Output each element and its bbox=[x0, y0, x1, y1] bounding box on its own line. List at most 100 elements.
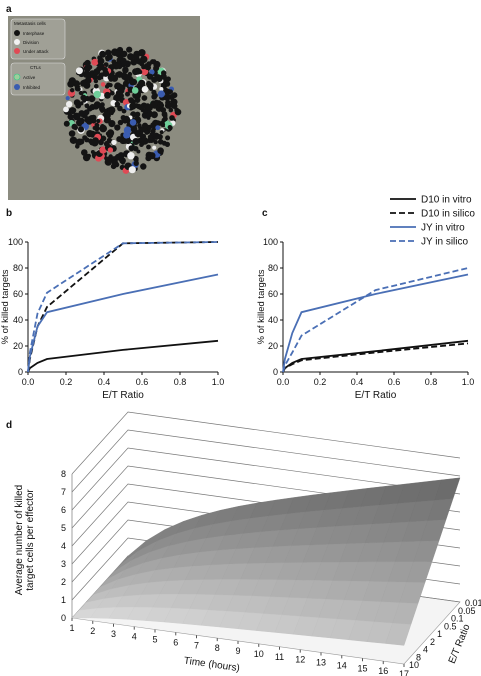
y-tick-label: 100 bbox=[8, 237, 23, 247]
y-tick-label: 0 bbox=[18, 367, 23, 377]
x-tick-label: 5 bbox=[152, 635, 157, 645]
cell bbox=[99, 124, 107, 133]
cell bbox=[129, 119, 137, 126]
cell bbox=[171, 92, 178, 99]
cell bbox=[110, 90, 115, 96]
cell bbox=[88, 138, 94, 144]
legend-title: CTLs bbox=[30, 65, 42, 70]
z-axis-label: target cells per effector bbox=[25, 489, 36, 591]
y-tick-label: 0 bbox=[273, 367, 278, 377]
cell bbox=[160, 107, 167, 113]
cell bbox=[81, 149, 88, 156]
legend-label: JY in silico bbox=[421, 237, 468, 248]
cell bbox=[111, 159, 119, 167]
z-tick-label: 1 bbox=[61, 595, 66, 605]
cell bbox=[100, 102, 105, 108]
cell bbox=[147, 134, 152, 139]
y-tick-label: 2 bbox=[430, 637, 435, 647]
x-axis-label: E/T Ratio bbox=[355, 390, 397, 401]
cell bbox=[90, 114, 97, 121]
cell bbox=[168, 107, 174, 113]
cell bbox=[122, 115, 131, 123]
x-tick-label: 2 bbox=[90, 626, 95, 636]
cell bbox=[128, 97, 135, 104]
cell bbox=[145, 155, 152, 162]
cell bbox=[127, 152, 135, 160]
legend-box bbox=[10, 62, 66, 96]
cell bbox=[71, 107, 77, 113]
cell bbox=[153, 60, 161, 69]
x-tick-label: 1 bbox=[69, 623, 74, 633]
cell bbox=[168, 89, 173, 94]
cell bbox=[157, 147, 164, 154]
cell bbox=[94, 83, 99, 89]
cell bbox=[137, 69, 143, 75]
cell bbox=[97, 57, 105, 65]
cell bbox=[65, 96, 70, 101]
cell bbox=[134, 97, 141, 103]
cell bbox=[86, 130, 94, 138]
x-tick-label: 0.8 bbox=[174, 377, 187, 387]
x-tick-label: 0.6 bbox=[136, 377, 149, 387]
cell bbox=[84, 59, 91, 67]
cell bbox=[99, 146, 107, 154]
x-axis-label: E/T Ratio bbox=[102, 390, 144, 401]
x-tick-label: 16 bbox=[378, 666, 388, 676]
z-tick-label: 5 bbox=[61, 523, 66, 533]
z-tick-label: 8 bbox=[61, 469, 66, 479]
cell bbox=[134, 111, 141, 118]
cell bbox=[142, 108, 148, 114]
cell bbox=[133, 155, 139, 162]
panel-label: c bbox=[262, 208, 268, 219]
cell bbox=[155, 125, 161, 131]
legend-dot bbox=[13, 73, 21, 81]
legend-text: Active bbox=[23, 75, 36, 80]
cell bbox=[63, 106, 69, 113]
panel-label: b bbox=[6, 208, 12, 219]
cell bbox=[119, 157, 126, 164]
x-tick-label: 4 bbox=[132, 632, 137, 642]
cell bbox=[131, 87, 139, 94]
series-line bbox=[282, 267, 469, 373]
legend-text: Under attack bbox=[23, 49, 49, 54]
y-tick-label: 4 bbox=[423, 645, 428, 655]
x-tick-label: 0.8 bbox=[425, 377, 438, 387]
cell bbox=[164, 102, 172, 109]
cell bbox=[86, 153, 91, 158]
x-tick-label: 9 bbox=[235, 646, 240, 656]
panel-label: a bbox=[6, 4, 12, 15]
cell bbox=[107, 53, 112, 58]
cell bbox=[96, 118, 101, 124]
cell bbox=[127, 71, 133, 77]
y-tick-label: 0.05 bbox=[458, 606, 476, 616]
cell bbox=[75, 86, 81, 92]
legend-dot bbox=[14, 39, 20, 45]
cell bbox=[152, 145, 157, 150]
cell bbox=[66, 101, 73, 108]
z-tick-label: 6 bbox=[61, 505, 66, 515]
cell bbox=[140, 127, 146, 133]
y-tick-label: 40 bbox=[268, 315, 278, 325]
cell bbox=[67, 113, 74, 120]
y-tick-label: 100 bbox=[263, 237, 278, 247]
x-tick-label: 12 bbox=[295, 655, 305, 665]
cell bbox=[156, 75, 163, 82]
cell bbox=[159, 101, 164, 106]
cell bbox=[102, 66, 108, 73]
cell bbox=[120, 50, 128, 58]
cell bbox=[72, 112, 81, 121]
cell bbox=[108, 83, 113, 88]
z-tick-label: 7 bbox=[61, 487, 66, 497]
cell bbox=[93, 78, 99, 84]
cell bbox=[75, 144, 80, 149]
cell bbox=[141, 86, 149, 93]
cell bbox=[108, 120, 116, 128]
y-axis-label: % of killed targets bbox=[0, 269, 11, 344]
cell bbox=[111, 49, 117, 54]
cell bbox=[147, 73, 154, 80]
cell bbox=[144, 130, 149, 135]
grid-line bbox=[71, 429, 461, 493]
cell bbox=[151, 89, 157, 95]
cell bbox=[118, 93, 124, 99]
y-tick-label: 1 bbox=[437, 629, 442, 639]
